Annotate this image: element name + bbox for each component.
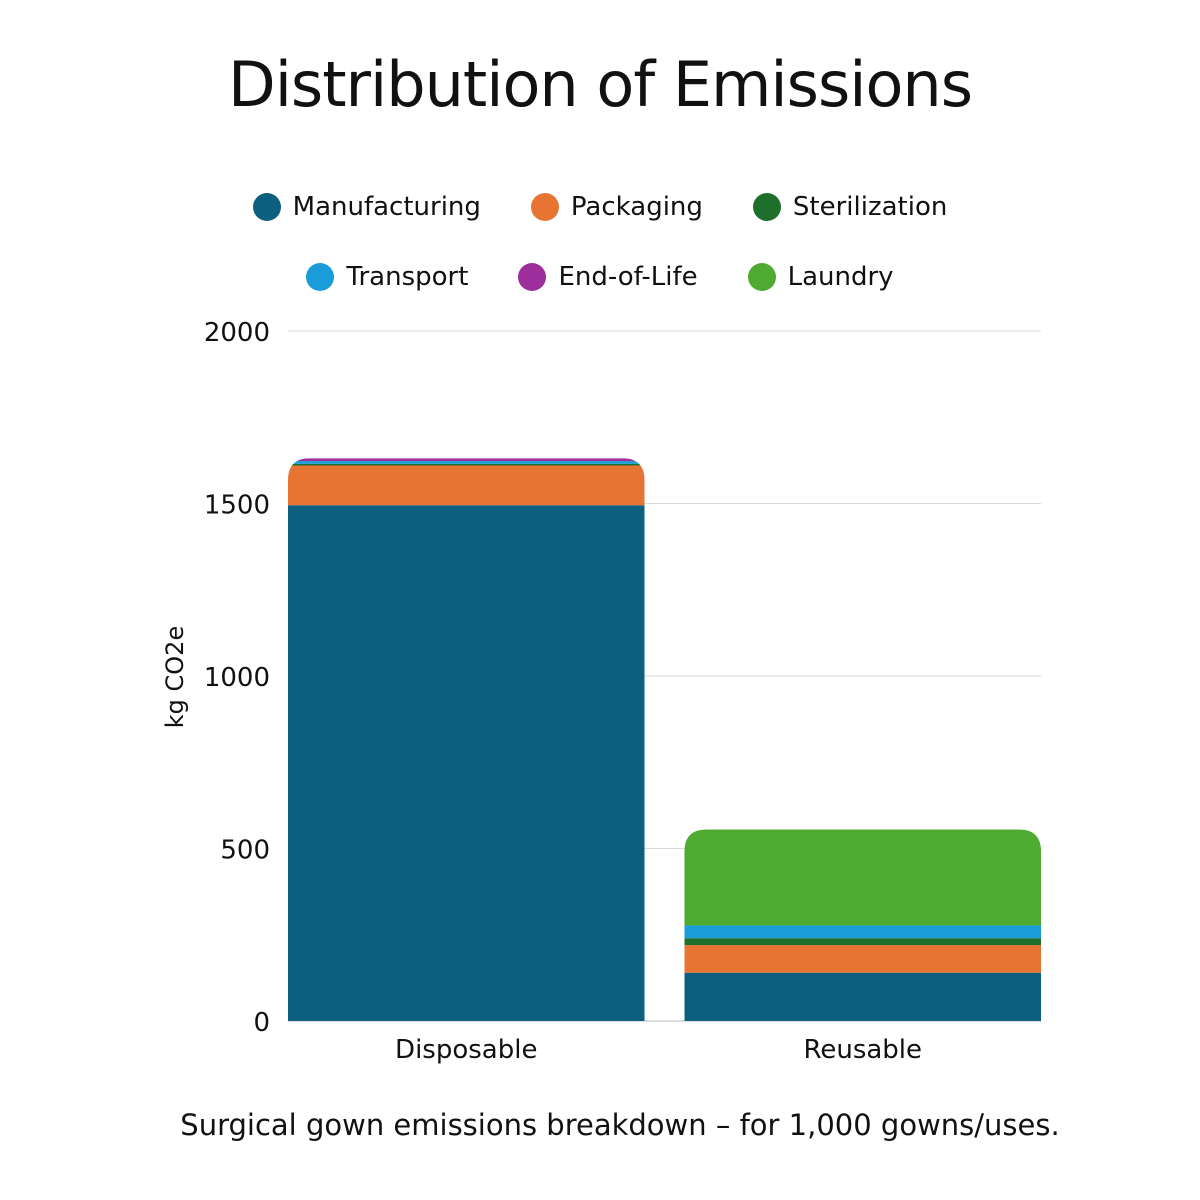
- y-tick-label: 2000: [204, 318, 270, 348]
- legend-swatch-manufacturing: [252, 193, 281, 221]
- legend-label: Sterilization: [792, 192, 948, 222]
- bar-group-reusable: [684, 829, 1042, 1021]
- legend-item-packaging[interactable]: Packaging: [530, 192, 703, 222]
- y-tick-label: 0: [253, 1008, 270, 1038]
- legend-item-sterilization[interactable]: Sterilization: [752, 192, 948, 222]
- chart-title: Distribution of Emissions: [227, 48, 973, 121]
- legend-swatch-transport: [306, 263, 335, 291]
- legend-swatch-sterilization: [752, 193, 781, 221]
- legend-swatch-end-of-life: [518, 263, 547, 291]
- legend-swatch-laundry: [747, 263, 776, 291]
- y-tick-label: 500: [220, 836, 270, 866]
- bar-segment-manufacturing[interactable]: [288, 505, 645, 1021]
- bar-segment-transport[interactable]: [288, 461, 645, 464]
- bar-segment-packaging[interactable]: [288, 465, 645, 506]
- legend-item-end-of-life[interactable]: End-of-Life: [518, 262, 698, 292]
- legend-swatch-packaging: [530, 193, 559, 221]
- legend-label: End-of-Life: [558, 262, 698, 292]
- y-tick-label: 1000: [204, 663, 270, 693]
- legend-label: Laundry: [787, 262, 894, 292]
- chart-caption: Surgical gown emissions breakdown – for …: [180, 1108, 1060, 1142]
- bar-segment-laundry[interactable]: [684, 829, 1042, 926]
- legend-item-manufacturing[interactable]: Manufacturing: [252, 192, 481, 222]
- legend-item-laundry[interactable]: Laundry: [747, 262, 894, 292]
- legend-label: Manufacturing: [292, 192, 481, 222]
- legend-label: Packaging: [570, 192, 703, 222]
- bar-segment-sterilization[interactable]: [288, 463, 645, 466]
- x-tick-label: Reusable: [803, 1035, 922, 1065]
- bar-group-disposable: [288, 458, 645, 1021]
- bar-segment-sterilization[interactable]: [684, 938, 1042, 946]
- legend-row-2: Transport End-of-Life Laundry: [0, 262, 1200, 292]
- bar-segment-end-of-life[interactable]: [288, 458, 645, 462]
- bar-segment-packaging[interactable]: [684, 945, 1042, 973]
- y-tick-label: 1500: [204, 491, 270, 521]
- bar-segment-manufacturing[interactable]: [684, 972, 1042, 1021]
- x-tick-label: Disposable: [395, 1035, 537, 1065]
- bar-segment-transport[interactable]: [684, 925, 1042, 939]
- legend-item-transport[interactable]: Transport: [306, 262, 468, 292]
- legend-label: Transport: [346, 262, 469, 292]
- legend-row-1: Manufacturing Packaging Sterilization: [0, 192, 1200, 222]
